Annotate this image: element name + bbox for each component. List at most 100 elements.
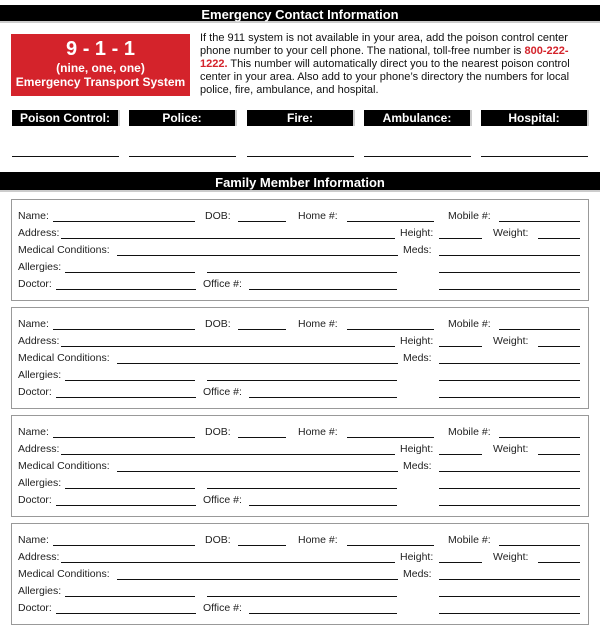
meds-field[interactable] [439, 363, 580, 364]
dob-label: DOB: [205, 426, 231, 438]
doctor-field[interactable] [56, 505, 196, 506]
address-field[interactable] [61, 454, 395, 455]
emergency-system-label: Emergency Transport System [15, 75, 186, 89]
meds-field-3[interactable] [439, 397, 580, 398]
contact-number-field[interactable] [129, 156, 236, 157]
weight-field[interactable] [538, 454, 580, 455]
office-label: Office #: [203, 386, 242, 398]
height-label: Height: [400, 227, 434, 239]
name-field[interactable] [53, 437, 195, 438]
medical-label: Medical Conditions: [18, 568, 110, 580]
emergency-number-words: (nine, one, one) [56, 61, 145, 75]
allergies-label: Allergies: [18, 585, 62, 597]
medical-conditions-field[interactable] [117, 471, 398, 472]
doctor-field[interactable] [56, 397, 196, 398]
home-label: Home #: [298, 318, 338, 330]
mobile-phone-field[interactable] [499, 437, 580, 438]
contact-number-field[interactable] [247, 156, 354, 157]
doctor-field[interactable] [56, 613, 196, 614]
medical-conditions-field[interactable] [117, 579, 398, 580]
home-phone-field[interactable] [347, 437, 434, 438]
family-member-card: Name: DOB: Home #: Mobile #: Address: Height:… [11, 415, 589, 517]
address-label: Address: [18, 443, 60, 455]
height-label: Height: [400, 443, 434, 455]
meds-field[interactable] [439, 255, 580, 256]
dob-field[interactable] [238, 545, 286, 546]
mobile-phone-field[interactable] [499, 329, 580, 330]
contact-label-3: Ambulance: [364, 110, 472, 126]
contact-label-2: Fire: [247, 110, 355, 126]
name-field[interactable] [53, 329, 195, 330]
medical-conditions-field[interactable] [117, 255, 398, 256]
contact-number-field[interactable] [364, 156, 471, 157]
address-field[interactable] [61, 562, 395, 563]
office-phone-field[interactable] [249, 289, 397, 290]
name-field[interactable] [53, 221, 195, 222]
home-phone-field[interactable] [347, 545, 434, 546]
office-phone-field[interactable] [249, 397, 397, 398]
home-label: Home #: [298, 426, 338, 438]
weight-label: Weight: [493, 227, 529, 239]
height-field[interactable] [439, 238, 482, 239]
allergies-field-2[interactable] [207, 272, 397, 273]
weight-label: Weight: [493, 443, 529, 455]
allergies-field-2[interactable] [207, 488, 397, 489]
weight-field[interactable] [538, 346, 580, 347]
allergies-field-2[interactable] [207, 380, 397, 381]
weight-label: Weight: [493, 551, 529, 563]
meds-field-2[interactable] [439, 488, 580, 489]
address-field[interactable] [61, 346, 395, 347]
home-phone-field[interactable] [347, 329, 434, 330]
office-label: Office #: [203, 278, 242, 290]
allergies-field[interactable] [65, 380, 195, 381]
allergies-field[interactable] [65, 488, 195, 489]
office-phone-field[interactable] [249, 505, 397, 506]
doctor-label: Doctor: [18, 386, 52, 398]
medical-label: Medical Conditions: [18, 244, 110, 256]
family-member-header: Family Member Information [0, 172, 600, 192]
doctor-label: Doctor: [18, 602, 52, 614]
address-field[interactable] [61, 238, 395, 239]
meds-field-3[interactable] [439, 613, 580, 614]
allergies-field-2[interactable] [207, 596, 397, 597]
allergies-field[interactable] [65, 272, 195, 273]
contact-number-field[interactable] [481, 156, 588, 157]
address-label: Address: [18, 227, 60, 239]
allergies-field[interactable] [65, 596, 195, 597]
address-label: Address: [18, 551, 60, 563]
intro-text-part: This number will automatically direct yo… [200, 58, 570, 96]
dob-field[interactable] [238, 329, 286, 330]
meds-field-3[interactable] [439, 289, 580, 290]
name-label: Name: [18, 318, 49, 330]
meds-field-2[interactable] [439, 380, 580, 381]
meds-field-2[interactable] [439, 272, 580, 273]
mobile-phone-field[interactable] [499, 545, 580, 546]
mobile-label: Mobile #: [448, 426, 491, 438]
contact-number-field[interactable] [12, 156, 119, 157]
name-field[interactable] [53, 545, 195, 546]
home-phone-field[interactable] [347, 221, 434, 222]
height-field[interactable] [439, 454, 482, 455]
weight-field[interactable] [538, 562, 580, 563]
meds-field-2[interactable] [439, 596, 580, 597]
dob-field[interactable] [238, 437, 286, 438]
office-phone-field[interactable] [249, 613, 397, 614]
mobile-phone-field[interactable] [499, 221, 580, 222]
meds-label: Meds: [403, 460, 432, 472]
meds-label: Meds: [403, 352, 432, 364]
doctor-field[interactable] [56, 289, 196, 290]
height-field[interactable] [439, 346, 482, 347]
medical-conditions-field[interactable] [117, 363, 398, 364]
name-label: Name: [18, 210, 49, 222]
weight-field[interactable] [538, 238, 580, 239]
height-label: Height: [400, 551, 434, 563]
meds-field-3[interactable] [439, 505, 580, 506]
meds-field[interactable] [439, 579, 580, 580]
dob-field[interactable] [238, 221, 286, 222]
dob-label: DOB: [205, 318, 231, 330]
intro-text-part: If the 911 system is not available in yo… [200, 32, 568, 57]
meds-field[interactable] [439, 471, 580, 472]
doctor-label: Doctor: [18, 494, 52, 506]
home-label: Home #: [298, 210, 338, 222]
height-field[interactable] [439, 562, 482, 563]
